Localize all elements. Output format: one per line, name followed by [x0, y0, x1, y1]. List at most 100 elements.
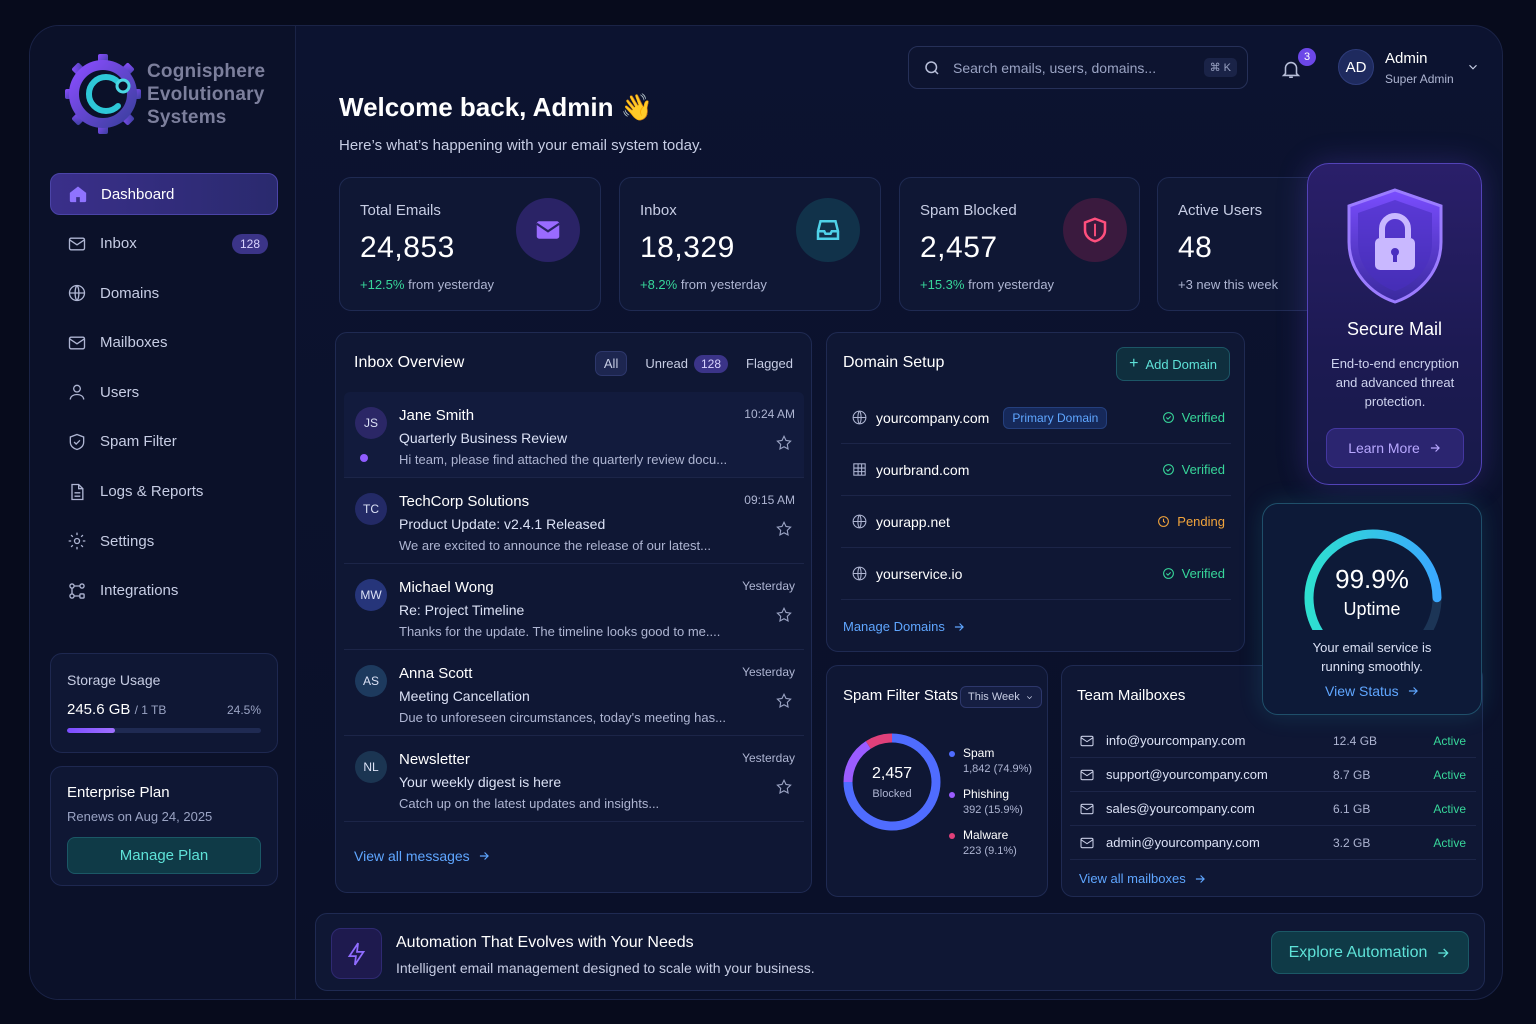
domain-row[interactable]: yourapp.net Pending: [841, 496, 1231, 548]
stat-delta: +8.2% from yesterday: [640, 277, 767, 292]
view-all-messages-link[interactable]: View all messages: [354, 848, 491, 864]
mailbox-email: sales@yourcompany.com: [1106, 801, 1255, 816]
avatar[interactable]: AD: [1338, 49, 1374, 85]
brand-logo[interactable]: Cognisphere Evolutionary Systems: [63, 52, 265, 136]
message-row[interactable]: TC TechCorp Solutions Product Update: v2.4…: [344, 478, 804, 564]
mailbox-row[interactable]: support@yourcompany.com 8.7 GB Active: [1070, 758, 1476, 792]
stat-total-emails[interactable]: Total Emails 24,853 +12.5% from yesterda…: [339, 177, 601, 311]
legend-item: Phishing 392 (15.9%): [949, 787, 1032, 816]
user-icon: [69, 385, 85, 400]
star-icon[interactable]: [775, 692, 793, 710]
tab-unread[interactable]: Unread 128: [645, 355, 729, 373]
message-row[interactable]: NL Newsletter Your weekly digest is here Ca…: [344, 736, 804, 822]
stat-delta: +15.3% from yesterday: [920, 277, 1055, 292]
brand-line-2: Evolutionary: [147, 83, 265, 105]
spam-donut-chart: [843, 733, 941, 831]
mail-icon: [1080, 769, 1094, 780]
view-all-mailboxes-link[interactable]: View all mailboxes: [1079, 871, 1207, 886]
stat-inbox[interactable]: Inbox 18,329 +8.2% from yesterday: [619, 177, 881, 311]
sender-name: Michael Wong: [399, 579, 494, 596]
sidebar-item-domains[interactable]: Domains: [50, 272, 278, 314]
envelope-icon: [516, 198, 580, 262]
legend-item: Malware 223 (9.1%): [949, 828, 1032, 857]
globe-icon: [852, 410, 867, 425]
sender-name: TechCorp Solutions: [399, 493, 530, 510]
sidebar-item-label: Dashboard: [101, 185, 175, 203]
uptime-gauge: [1304, 529, 1442, 630]
domain-row[interactable]: yourservice.io Verified: [841, 548, 1231, 600]
mailbox-row[interactable]: admin@yourcompany.com 3.2 GB Active: [1070, 826, 1476, 860]
add-domain-button[interactable]: + Add Domain: [1116, 347, 1230, 381]
message-row[interactable]: JS Jane Smith Quarterly Business Review Hi …: [344, 392, 804, 478]
domain-setup-panel: Domain Setup + Add Domain yourcompany.com…: [826, 332, 1245, 652]
star-icon[interactable]: [775, 606, 793, 624]
search-input[interactable]: Search emails, users, domains... ⌘ K: [908, 46, 1248, 89]
secure-title: Secure Mail: [1346, 319, 1443, 339]
plus-icon: +: [1129, 355, 1139, 372]
legend-item: Spam 1,842 (74.9%): [949, 746, 1032, 775]
message-row[interactable]: AS Anna Scott Meeting Cancellation Due to u…: [344, 650, 804, 736]
sidebar-item-spam-filter[interactable]: Spam Filter: [50, 421, 278, 463]
inbox-tabs: All Unread 128 Flagged: [594, 351, 793, 376]
range-select[interactable]: This Week: [960, 686, 1042, 708]
mailbox-icon: [68, 336, 86, 350]
app-window: Cognisphere Evolutionary Systems Dashboa…: [29, 25, 1503, 1000]
manage-plan-button[interactable]: Manage Plan: [67, 837, 261, 874]
sidebar-item-label: Spam Filter: [100, 433, 177, 451]
notifications-button[interactable]: [1280, 58, 1302, 80]
panel-title: Domain Setup: [843, 354, 945, 371]
stat-title: Spam Blocked: [920, 202, 1017, 219]
clock-icon: [1158, 516, 1170, 527]
domain-name: yourapp.net: [876, 513, 950, 530]
storage-progress-fill: [67, 728, 115, 733]
user-menu[interactable]: Admin Super Admin: [1385, 50, 1454, 86]
star-icon[interactable]: [775, 520, 793, 538]
mailbox-table: info@yourcompany.com 12.4 GB Active support…: [1070, 724, 1476, 864]
sidebar-item-users[interactable]: Users: [50, 371, 278, 413]
sender-avatar: JS: [355, 407, 387, 439]
mailbox-row[interactable]: info@yourcompany.com 12.4 GB Active: [1070, 724, 1476, 758]
mailbox-size: 8.7 GB: [1333, 767, 1371, 782]
document-icon: [71, 483, 84, 500]
spam-legend: Spam 1,842 (74.9%) Phishing 392 (15.9%) Malw…: [949, 746, 1032, 869]
arrow-right-icon: [954, 622, 964, 631]
storage-total: / 1 TB: [134, 703, 167, 717]
tab-flagged[interactable]: Flagged: [746, 356, 793, 371]
stat-title: Active Users: [1178, 202, 1263, 219]
stat-spam-blocked[interactable]: Spam Blocked 2,457 +15.3% from yesterday: [899, 177, 1140, 311]
explore-automation-button[interactable]: Explore Automation: [1271, 931, 1469, 974]
domain-row[interactable]: yourbrand.com Verified: [841, 444, 1231, 496]
stat-active-users[interactable]: Active Users 48 +3 new this week: [1157, 177, 1327, 311]
learn-more-button[interactable]: Learn More: [1326, 428, 1464, 468]
message-preview: Catch up on the latest updates and insig…: [399, 796, 660, 811]
storage-progress-bar: [67, 728, 261, 733]
stat-title: Inbox: [640, 202, 677, 219]
brand-name: Cognisphere Evolutionary Systems: [147, 60, 265, 129]
mailbox-row[interactable]: sales@yourcompany.com 6.1 GB Active: [1070, 792, 1476, 826]
sidebar-item-mailboxes[interactable]: Mailboxes: [50, 322, 278, 364]
sidebar-nav: Dashboard Inbox 128 Domains Mailboxes Us…: [50, 173, 278, 619]
sidebar-item-logs-reports[interactable]: Logs & Reports: [50, 471, 278, 513]
message-row[interactable]: MW Michael Wong Re: Project Timeline Thanks…: [344, 564, 804, 650]
message-preview: We are excited to announce the release o…: [399, 538, 711, 553]
sidebar-item-label: Integrations: [100, 582, 179, 600]
arrow-right-icon: [1438, 948, 1449, 957]
arrow-right-icon: [479, 852, 489, 860]
search-placeholder: Search emails, users, domains...: [953, 59, 1157, 76]
domain-row[interactable]: yourcompany.com Primary Domain Verified: [841, 392, 1231, 444]
sidebar-item-dashboard[interactable]: Dashboard: [50, 173, 278, 215]
manage-domains-link[interactable]: Manage Domains: [843, 619, 966, 634]
sidebar-item-label: Domains: [100, 284, 160, 302]
legend-value: 1,842 (74.9%): [963, 763, 1033, 775]
sidebar-item-integrations[interactable]: Integrations: [50, 570, 278, 612]
sidebar-item-settings[interactable]: Settings: [50, 520, 278, 562]
primary-domain-badge: Primary Domain: [1003, 406, 1108, 429]
view-status-link[interactable]: View Status: [1325, 683, 1420, 699]
star-icon[interactable]: [775, 778, 793, 796]
stat-value: 48: [1178, 231, 1213, 264]
tab-all[interactable]: All: [594, 351, 628, 376]
star-icon[interactable]: [775, 434, 793, 452]
automation-title: Automation That Evolves with Your Needs: [396, 934, 694, 951]
sidebar-item-inbox[interactable]: Inbox 128: [50, 223, 278, 265]
chevron-down-icon[interactable]: [1466, 60, 1480, 74]
